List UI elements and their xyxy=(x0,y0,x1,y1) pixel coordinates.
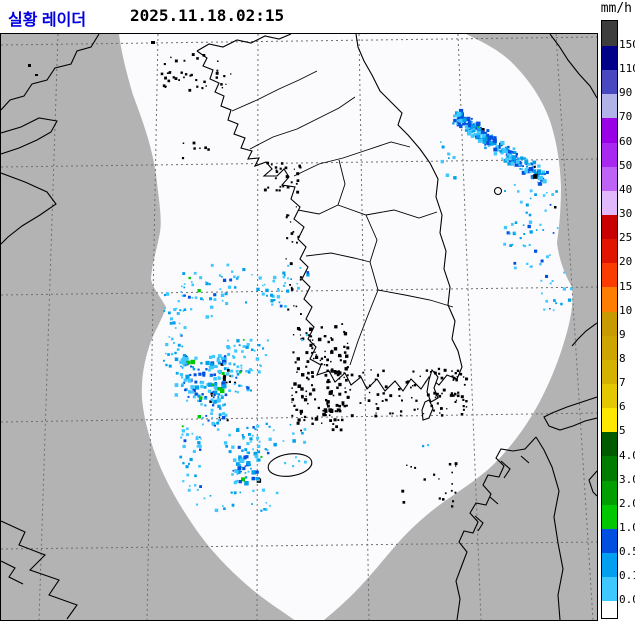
colorbar-band xyxy=(602,456,617,481)
colorbar-tick-label: 0.1 xyxy=(619,569,635,583)
colorbar-band xyxy=(602,190,617,215)
colorbar-band xyxy=(602,504,617,529)
colorbar-tick-label: 15 xyxy=(619,279,633,293)
colorbar-tick-label: 60 xyxy=(619,134,633,148)
radar-map xyxy=(0,33,598,621)
colorbar-band xyxy=(602,239,617,264)
colorbar-tick-label: 30 xyxy=(619,207,633,221)
radar-map-canvas xyxy=(1,34,597,620)
colorbar-band xyxy=(602,601,617,618)
colorbar-tick-label: 5 xyxy=(619,424,626,438)
ulleungdo-island xyxy=(493,186,503,196)
colorbar-tick-label: 25 xyxy=(619,231,633,245)
legend-unit-label: mm/h xyxy=(600,1,632,16)
dokdo-island xyxy=(554,206,557,209)
colorbar-band xyxy=(602,94,617,119)
colorbar-band xyxy=(602,577,617,602)
colorbar-band xyxy=(602,359,617,384)
colorbar-tick-label: 90 xyxy=(619,86,633,100)
korea-coastline xyxy=(196,34,463,392)
colorbar-tick-label: 9 xyxy=(619,327,626,341)
jeju-island xyxy=(267,453,313,477)
colorbar-band xyxy=(602,383,617,409)
colorbar-tick-label: 70 xyxy=(619,110,633,124)
colorbar-tick-label: 20 xyxy=(619,255,633,269)
colorbar-tick-label: 50 xyxy=(619,158,633,172)
island-speckles xyxy=(160,53,469,508)
title-bar: 실황 레이더 2025.11.18.02:15 mm/h xyxy=(0,0,635,33)
radar-coverage-area xyxy=(119,34,573,620)
colorbar-band xyxy=(602,46,617,71)
intensity-colorbar xyxy=(601,20,618,619)
colorbar-tick-label: 10 xyxy=(619,303,633,317)
colorbar-tick-label: 7 xyxy=(619,376,626,390)
colorbar-tick-label: 4.0 xyxy=(619,448,635,462)
colorbar-tick-label: 3.0 xyxy=(619,472,635,486)
colorbar-tick-label: 2.0 xyxy=(619,496,635,510)
colorbar-tick-label: 8 xyxy=(619,351,626,365)
colorbar-band xyxy=(602,21,617,46)
colorbar-tick-label: 40 xyxy=(619,182,633,196)
province-boundaries xyxy=(231,70,454,366)
colorbar-tick-label: 110 xyxy=(619,62,635,76)
colorbar-band xyxy=(602,142,617,167)
japan-coastline xyxy=(455,322,597,620)
colorbar-band xyxy=(602,552,617,578)
colorbar-band xyxy=(602,408,617,433)
graticule-grid xyxy=(1,34,597,620)
colorbar-tick-label: 150 xyxy=(619,38,635,51)
colorbar-band xyxy=(602,311,617,336)
colorbar-band xyxy=(602,263,617,288)
colorbar-band xyxy=(602,335,617,360)
colorbar-band xyxy=(602,287,617,312)
colorbar-band xyxy=(602,528,617,553)
colorbar-tick-label: 0.0 xyxy=(619,593,635,607)
russia-coastline xyxy=(549,34,597,99)
observation-timestamp: 2025.11.18.02:15 xyxy=(130,6,285,25)
yalu-border-line xyxy=(196,34,292,52)
colorbar-tick-label: 6 xyxy=(619,400,626,414)
page-title: 실황 레이더 xyxy=(8,12,87,29)
colorbar-band xyxy=(602,432,617,457)
precipitation-echoes xyxy=(163,108,573,513)
colorbar-band xyxy=(602,166,617,191)
colorbar-band xyxy=(602,70,617,95)
colorbar-band xyxy=(602,118,617,143)
colorbar-band xyxy=(602,480,617,505)
colorbar-band xyxy=(602,214,617,240)
colorbar-tick-label: 0.5 xyxy=(619,545,635,559)
colorbar-tick-label: 1.0 xyxy=(619,521,635,534)
coastlines xyxy=(1,34,597,620)
china-coastline xyxy=(1,34,155,620)
